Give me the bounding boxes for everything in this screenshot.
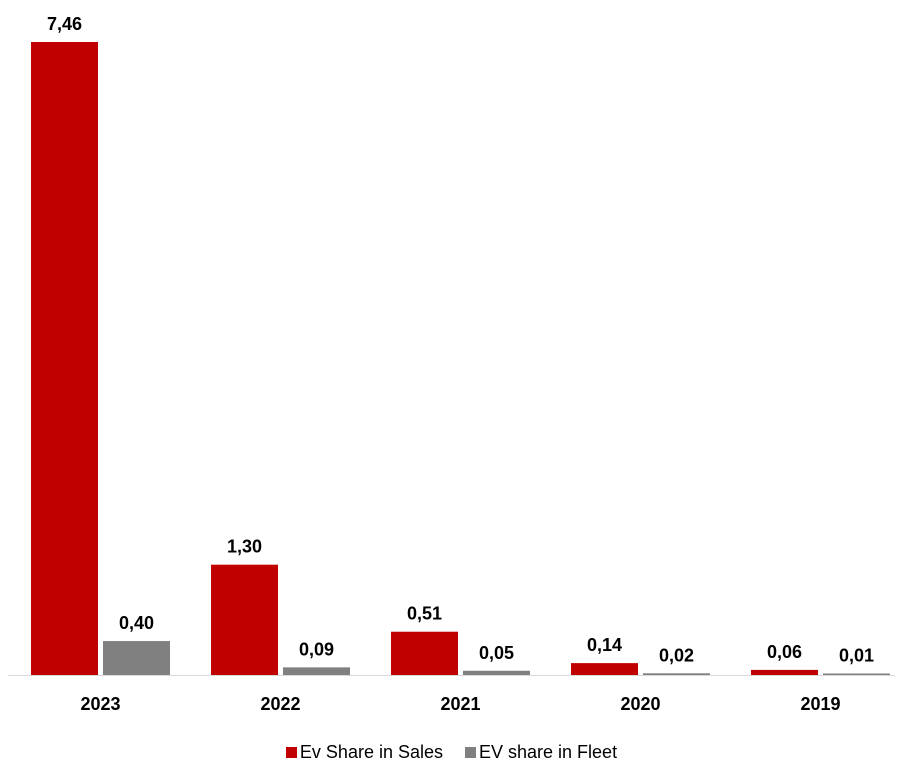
x-axis-tick-labels: 2023 2022 2021 2020 2019	[80, 694, 840, 714]
value-label-fleet-2019: 0,01	[839, 646, 874, 666]
x-tick-label-2023: 2023	[80, 694, 120, 714]
bar-sales-2020	[571, 663, 638, 675]
legend-label-sales: Ev Share in Sales	[299, 741, 443, 762]
value-label-fleet-2020: 0,02	[659, 645, 694, 665]
bar-sales-2019	[751, 669, 818, 675]
bar-chart: 7,46 0,40 1,30 0,09 0,51 0,05 0,14 0,02 0,06 0,01…	[8, 14, 895, 714]
bar-fleet-2020	[643, 673, 710, 675]
x-tick-label-2019: 2019	[800, 694, 840, 714]
bar-sales-2022	[211, 564, 278, 675]
bar-fleet-2021	[463, 670, 530, 675]
value-labels-layer: 7,46 0,40 1,30 0,09 0,51 0,05 0,14 0,02 0,06 0,01	[47, 14, 874, 666]
legend-item-sales: Ev Share in Sales	[285, 741, 443, 763]
bar-fleet-2019	[823, 673, 890, 675]
value-label-fleet-2023: 0,40	[119, 613, 154, 633]
value-label-fleet-2021: 0,05	[479, 643, 514, 663]
legend: Ev Share in Sales EV share in Fleet	[0, 738, 903, 766]
value-label-sales-2023: 7,46	[47, 14, 82, 34]
value-label-fleet-2022: 0,09	[299, 639, 334, 659]
bar-sales-2021	[391, 631, 458, 675]
value-label-sales-2022: 1,30	[227, 537, 262, 557]
bars-layer	[31, 42, 890, 675]
x-tick-label-2022: 2022	[260, 694, 300, 714]
legend-swatch-fleet	[465, 746, 476, 758]
bar-sales-2023	[31, 42, 98, 675]
legend-label-fleet: EV share in Fleet	[479, 741, 618, 762]
bar-fleet-2023	[103, 641, 170, 675]
x-tick-label-2020: 2020	[620, 694, 660, 714]
value-label-sales-2021: 0,51	[407, 604, 442, 624]
value-label-sales-2020: 0,14	[587, 635, 622, 655]
value-label-sales-2019: 0,06	[767, 642, 802, 662]
legend-item-fleet: EV share in Fleet	[465, 742, 617, 763]
legend-swatch-sales	[285, 746, 297, 758]
bar-fleet-2022	[283, 667, 350, 675]
x-tick-label-2021: 2021	[440, 694, 480, 714]
